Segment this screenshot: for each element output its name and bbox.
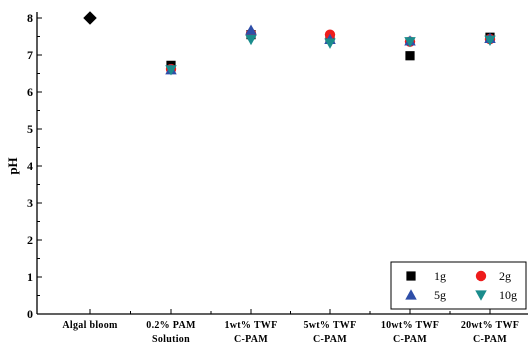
data-points (83, 11, 496, 76)
x-tick-label-line: C-PAM (473, 334, 507, 345)
data-point-10g (324, 38, 336, 49)
legend: 1g 2g 5g 10g (390, 261, 527, 310)
data-point-10g (165, 65, 177, 76)
data-point-10g (245, 34, 257, 46)
x-tick-label: 20wt% TWF C-PAM (461, 320, 519, 345)
x-tick-label: 0.2% PAM Solution (146, 320, 196, 345)
data-point-1g (405, 51, 415, 61)
data-point-10g (404, 37, 416, 48)
x-axis: Algal bloom 0.2% PAM Solution 1wt% TWF C-PAM… (62, 309, 519, 345)
y-tick-label: 8 (27, 11, 33, 25)
x-tick-label-line: Solution (152, 334, 190, 345)
legend-marker-1g (406, 271, 416, 281)
x-tick-label-line: 1wt% TWF (224, 320, 277, 331)
y-axis-title: pH (5, 157, 20, 174)
x-tick-label-line: Algal bloom (62, 320, 118, 331)
legend-marker-10g (475, 290, 487, 301)
y-axis: 0 1 2 3 4 5 6 7 8 (27, 11, 42, 321)
y-tick-label: 5 (27, 122, 33, 136)
legend-label-2g: 2g (499, 269, 511, 283)
x-tick-label-line: C-PAM (313, 334, 347, 345)
data-point-5g (245, 24, 257, 35)
y-tick-label: 7 (27, 48, 33, 62)
x-tick-label: 10wt% TWF C-PAM (381, 320, 439, 345)
x-tick-label-line: C-PAM (393, 334, 427, 345)
y-tick-label: 0 (27, 307, 33, 321)
y-tick-label: 1 (27, 270, 33, 284)
legend-label-5g: 5g (434, 288, 446, 302)
legend-marker-5g (405, 289, 417, 300)
legend-label-1g: 1g (434, 269, 446, 283)
y-tick-label: 3 (27, 196, 33, 210)
x-tick-label-line: 0.2% PAM (146, 320, 196, 331)
y-tick-label: 4 (27, 159, 33, 173)
y-tick-label: 2 (27, 233, 33, 247)
data-point-10g (484, 35, 496, 46)
legend-marker-2g (475, 270, 487, 282)
x-tick-label-line: C-PAM (234, 334, 268, 345)
x-tick-label-line: 10wt% TWF (381, 320, 439, 331)
x-tick-label-line: 20wt% TWF (461, 320, 519, 331)
data-point-baseline (83, 11, 97, 25)
legend-label-10g: 10g (499, 288, 517, 302)
y-tick-label: 6 (27, 85, 33, 99)
legend-box (390, 261, 527, 310)
x-tick-label: 5wt% TWF C-PAM (303, 320, 356, 345)
x-tick-label: Algal bloom (62, 320, 118, 331)
plot-area (36, 12, 528, 315)
x-tick-label-line: 5wt% TWF (303, 320, 356, 331)
x-tick-label: 1wt% TWF C-PAM (224, 320, 277, 345)
